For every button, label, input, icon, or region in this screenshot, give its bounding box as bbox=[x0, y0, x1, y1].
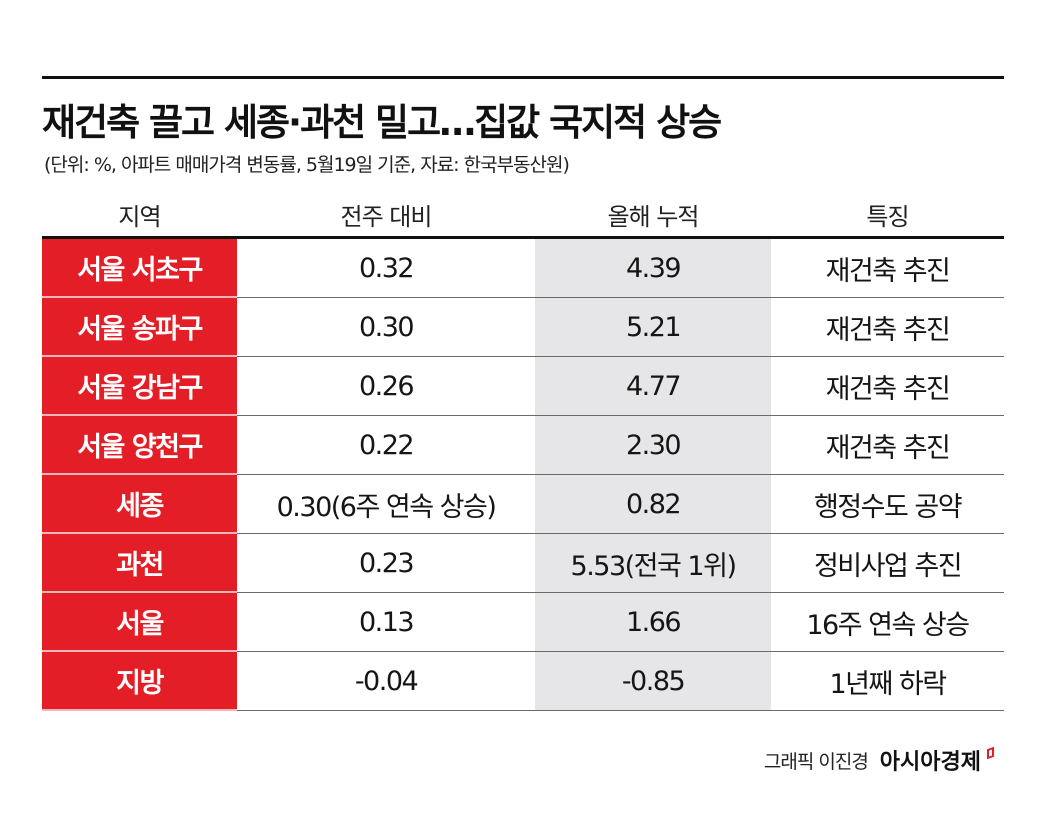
page-subtitle: (단위: %, 아파트 매매가격 변동률, 5월19일 기준, 자료: 한국부동… bbox=[44, 154, 570, 176]
price-change-table: 지역 전주 대비 올해 누적 특징 서울 서초구 0.32 4.39 재건축 추… bbox=[42, 192, 1004, 711]
weekly-cell: 0.13 bbox=[358, 606, 415, 638]
feature-cell: 1년째 하락 bbox=[829, 668, 947, 700]
ytd-cell: 5.21 bbox=[535, 298, 771, 356]
table-row: 세종 0.30(6주 연속 상승) 0.82 행정수도 공약 bbox=[42, 475, 1004, 534]
ytd-cell: 1.66 bbox=[535, 593, 771, 651]
region-cell: 서울 bbox=[42, 593, 237, 652]
region-cell: 서울 서초구 bbox=[42, 239, 237, 298]
graphic-credit: 그래픽 이진경 bbox=[763, 750, 869, 773]
column-header-region: 지역 bbox=[118, 202, 161, 231]
table-row: 서울 서초구 0.32 4.39 재건축 추진 bbox=[42, 239, 1004, 298]
region-cell: 세종 bbox=[42, 475, 237, 534]
feature-cell: 행정수도 공약 bbox=[813, 491, 963, 523]
ytd-cell: 0.82 bbox=[535, 475, 771, 533]
ytd-cell: -0.85 bbox=[535, 652, 771, 710]
table-header: 지역 전주 대비 올해 누적 특징 bbox=[42, 192, 1004, 239]
ytd-cell: 5.53(전국 1위) bbox=[535, 534, 771, 592]
weekly-cell: 0.23 bbox=[358, 547, 415, 579]
ytd-cell: 2.30 bbox=[535, 416, 771, 474]
region-cell: 과천 bbox=[42, 534, 237, 593]
feature-cell: 16주 연속 상승 bbox=[806, 609, 970, 641]
region-cell: 서울 강남구 bbox=[42, 357, 237, 416]
weekly-cell: 0.32 bbox=[358, 252, 415, 284]
logo-mark-icon bbox=[987, 746, 994, 760]
feature-cell: 정비사업 추진 bbox=[813, 550, 963, 582]
table-row: 서울 양천구 0.22 2.30 재건축 추진 bbox=[42, 416, 1004, 475]
feature-cell: 재건축 추진 bbox=[825, 314, 951, 346]
feature-cell: 재건축 추진 bbox=[825, 255, 951, 287]
column-header-ytd: 올해 누적 bbox=[607, 202, 700, 231]
weekly-cell: 0.30 bbox=[358, 311, 415, 343]
ytd-cell: 4.39 bbox=[535, 239, 771, 297]
region-cell: 지방 bbox=[42, 652, 237, 711]
publisher-logo: 아시아경제 bbox=[879, 750, 981, 775]
table-row: 서울 송파구 0.30 5.21 재건축 추진 bbox=[42, 298, 1004, 357]
region-cell: 서울 양천구 bbox=[42, 416, 237, 475]
table-row: 서울 강남구 0.26 4.77 재건축 추진 bbox=[42, 357, 1004, 416]
weekly-cell: 0.22 bbox=[358, 429, 415, 461]
table-row: 과천 0.23 5.53(전국 1위) 정비사업 추진 bbox=[42, 534, 1004, 593]
top-rule bbox=[42, 76, 1004, 79]
feature-cell: 재건축 추진 bbox=[825, 373, 951, 405]
page-title: 재건축 끌고 세종·과천 밀고…집값 국지적 상승 bbox=[42, 101, 722, 144]
region-cell: 서울 송파구 bbox=[42, 298, 237, 357]
column-header-weekly: 전주 대비 bbox=[340, 202, 433, 231]
footer: 그래픽 이진경 아시아경제 bbox=[764, 744, 994, 776]
column-header-feature: 특징 bbox=[866, 202, 909, 231]
weekly-cell: -0.04 bbox=[354, 665, 419, 697]
weekly-cell: 0.26 bbox=[358, 370, 415, 402]
ytd-cell: 4.77 bbox=[535, 357, 771, 415]
table-row: 서울 0.13 1.66 16주 연속 상승 bbox=[42, 593, 1004, 652]
table-row: 지방 -0.04 -0.85 1년째 하락 bbox=[42, 652, 1004, 711]
weekly-cell: 0.30(6주 연속 상승) bbox=[276, 491, 497, 523]
feature-cell: 재건축 추진 bbox=[825, 432, 951, 464]
